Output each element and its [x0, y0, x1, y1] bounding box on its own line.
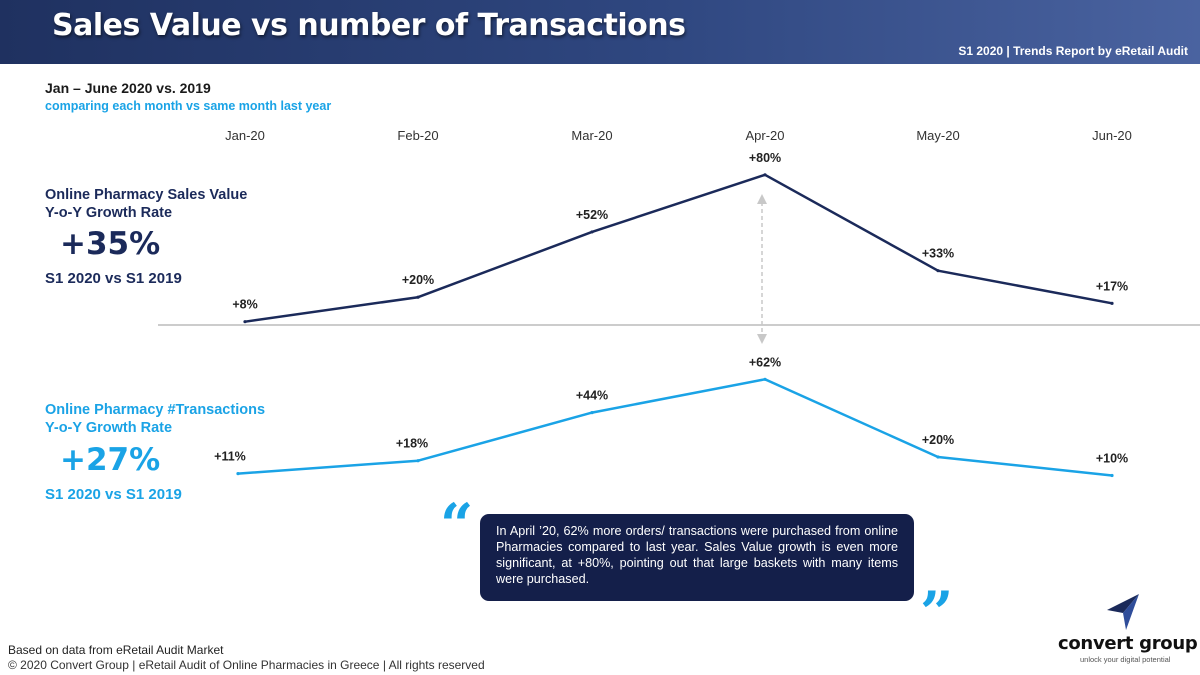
- sales-data-label: +80%: [749, 151, 781, 165]
- transactions-data-point: [936, 455, 940, 459]
- sales-data-label: +33%: [922, 247, 954, 261]
- sales-data-label: +52%: [576, 208, 608, 222]
- sales-data-label: +17%: [1096, 279, 1128, 293]
- x-tick-label: Jan-20: [225, 128, 265, 143]
- transactions-data-point: [590, 411, 594, 415]
- transactions-kpi-label-line1: Online Pharmacy #Transactions: [45, 402, 266, 418]
- insight-callout-text: In April ’20, 62% more orders/ transacti…: [496, 524, 898, 586]
- transactions-kpi-label: Online Pharmacy #Transactions Y-o-Y Grow…: [45, 401, 265, 437]
- sales-data-point: [590, 230, 594, 234]
- copyright-note: © 2020 Convert Group | eRetail Audit of …: [8, 658, 485, 672]
- insight-callout: In April ’20, 62% more orders/ transacti…: [480, 514, 914, 601]
- sales-kpi-value: +35%: [60, 226, 161, 262]
- transactions-data-point: [236, 472, 240, 476]
- transactions-series-line: [237, 378, 1113, 477]
- data-source-note: Based on data from eRetail Audit Market: [8, 643, 224, 657]
- comparison-arrow-head-down: [757, 334, 767, 344]
- transactions-data-label: +20%: [922, 433, 954, 447]
- sales-data-label: +8%: [232, 298, 257, 312]
- sales-data-point: [416, 295, 420, 299]
- transactions-kpi-period: S1 2020 vs S1 2019: [45, 486, 182, 503]
- transactions-data-point: [416, 459, 420, 463]
- sales-kpi-period: S1 2020 vs S1 2019: [45, 270, 182, 287]
- transactions-data-label: +62%: [749, 355, 781, 369]
- transactions-kpi-label-line2: Y-o-Y Growth Rate: [45, 420, 173, 436]
- sales-data-point: [936, 269, 940, 273]
- open-quote-icon: “: [440, 491, 474, 559]
- period-label: Jan – June 2020 vs. 2019: [45, 80, 211, 96]
- sales-kpi-label-line1: Online Pharmacy Sales Value: [45, 187, 248, 203]
- sales-data-label: +20%: [402, 273, 434, 287]
- comparison-arrow-head-up: [757, 194, 767, 204]
- sales-data-point: [243, 320, 247, 324]
- x-tick-label: Feb-20: [397, 128, 439, 143]
- x-tick-label: Apr-20: [745, 128, 785, 143]
- x-tick-label: Jun-20: [1092, 128, 1132, 143]
- transactions-data-label: +11%: [214, 450, 246, 464]
- x-tick-label: May-20: [916, 128, 960, 143]
- transactions-data-label: +18%: [396, 437, 428, 451]
- logo-tagline: unlock your digital potential: [1080, 655, 1171, 664]
- comparison-arrow: [757, 194, 767, 344]
- transactions-data-point: [763, 377, 767, 381]
- x-tick-label: Mar-20: [571, 128, 613, 143]
- sales-kpi-label: Online Pharmacy Sales Value Y-o-Y Growth…: [45, 186, 247, 222]
- convert-group-logo-icon: [1107, 594, 1139, 630]
- transactions-data-label: +10%: [1096, 452, 1128, 466]
- report-subtitle: S1 2020 | Trends Report by eRetail Audit: [958, 44, 1188, 58]
- sales-data-point: [1110, 301, 1114, 305]
- transactions-data-point: [1110, 473, 1114, 478]
- logo-name: convert group: [1058, 633, 1198, 654]
- transactions-data-label: +44%: [576, 389, 608, 403]
- close-quote-icon: ”: [920, 579, 954, 647]
- page-title: Sales Value vs number of Transactions: [52, 8, 686, 43]
- sales-series-line: [244, 173, 1113, 323]
- sales-kpi-label-line2: Y-o-Y Growth Rate: [45, 205, 173, 221]
- sales-data-point: [763, 173, 767, 177]
- header-banner: Sales Value vs number of Transactions S1…: [0, 0, 1200, 64]
- transactions-kpi-value: +27%: [60, 442, 161, 478]
- comparison-note: comparing each month vs same month last …: [45, 99, 332, 113]
